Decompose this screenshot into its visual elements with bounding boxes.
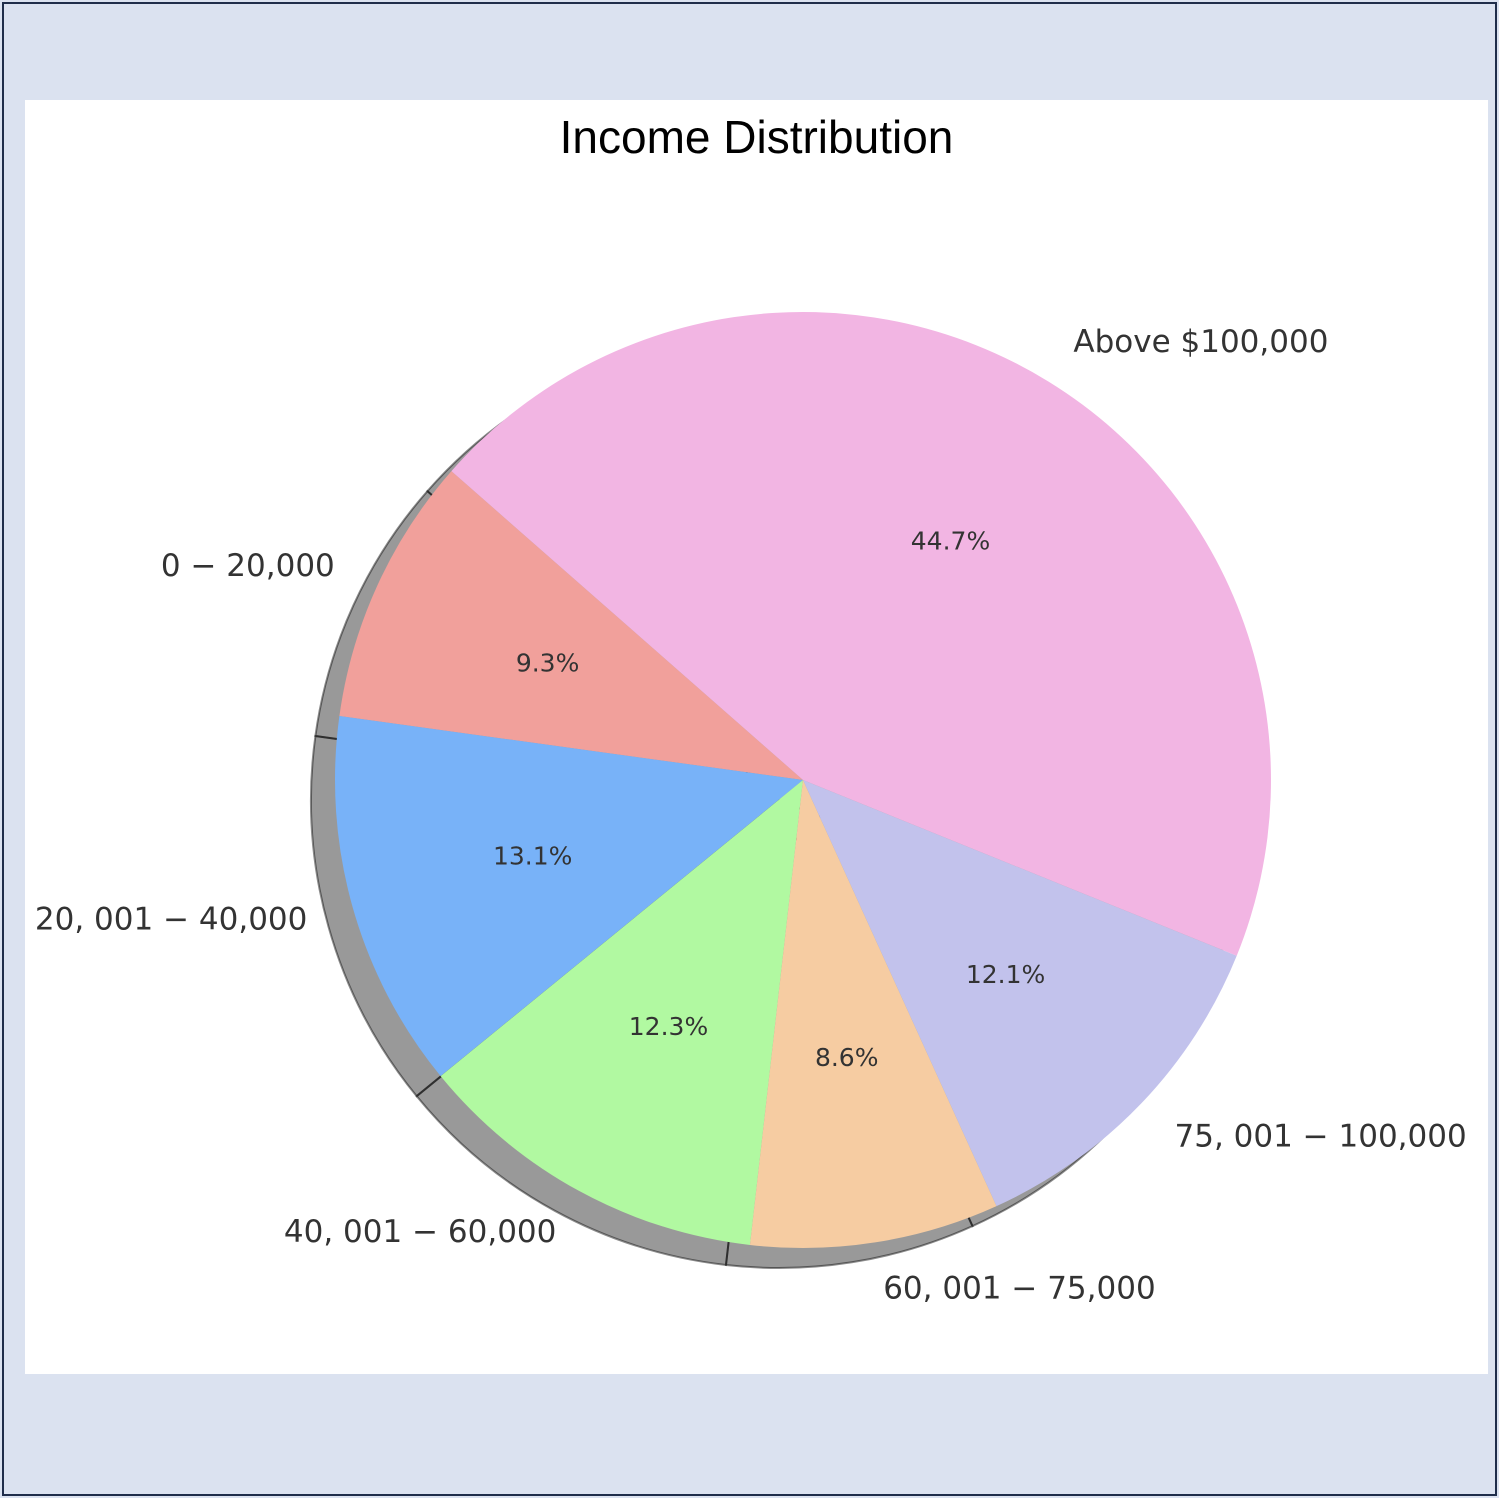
pie-slice-3 — [749, 780, 997, 1249]
slice-category-label-3: 60, 001 − 75,000 — [883, 1271, 1155, 1307]
pie-slice-4 — [803, 780, 1237, 1207]
slice-percent-label-0: 9.3% — [516, 649, 580, 678]
slice-category-label-2: 40, 001 − 60,000 — [284, 1214, 556, 1250]
slice-percent-label-4: 12.1% — [966, 960, 1045, 989]
pie-slice-0 — [339, 471, 803, 780]
slice-category-label-0: 0 − 20,000 — [161, 548, 335, 584]
pie-labels: 9.3% 0 − 20,000 13.1% 20, 001 − 40,000 12.3%… — [35, 324, 1467, 1307]
pie-slices — [334, 312, 1271, 1249]
pie-slice-2 — [440, 780, 803, 1245]
pie-slice-1 — [334, 716, 803, 1077]
slice-category-label-4: 75, 001 − 100,000 — [1175, 1118, 1467, 1154]
pie-chart: 9.3% 0 − 20,000 13.1% 20, 001 − 40,000 12.3%… — [35, 312, 1467, 1307]
slice-category-label-5: Above $100,000 — [1073, 324, 1328, 360]
slice-percent-label-3: 8.6% — [815, 1043, 879, 1072]
pie-slice-5 — [451, 312, 1271, 956]
chart-title: Income Distribution — [559, 111, 954, 163]
slice-percent-label-5: 44.7% — [911, 527, 990, 556]
chart-panel: 9.3% 0 − 20,000 13.1% 20, 001 − 40,000 12.3%… — [25, 100, 1488, 1374]
slice-percent-label-1: 13.1% — [493, 842, 572, 871]
slice-category-label-1: 20, 001 − 40,000 — [35, 901, 307, 937]
slice-percent-label-2: 12.3% — [629, 1012, 708, 1041]
